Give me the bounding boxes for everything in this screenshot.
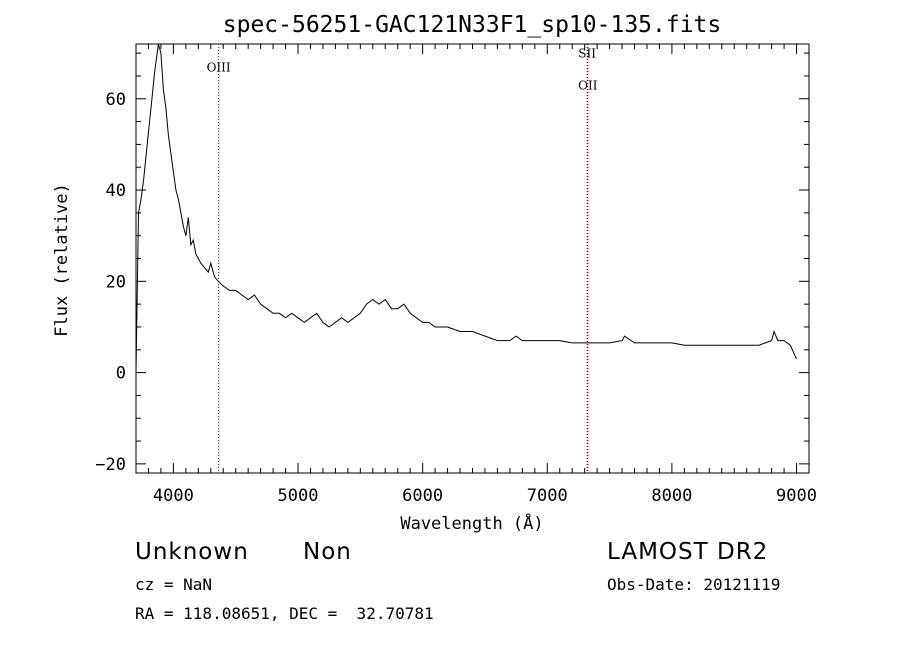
x-tick-label: 6000 xyxy=(402,486,443,506)
x-tick-label: 5000 xyxy=(278,486,319,506)
x-tick-label: 8000 xyxy=(651,486,692,506)
emission-line-markers: OIII OII SII xyxy=(207,44,598,473)
emission-line-label: OII xyxy=(578,79,598,93)
redshift-cz: cz = NaN xyxy=(135,575,213,594)
y-tick-label: 20 xyxy=(106,272,126,292)
axis-ticks: 4000 5000 6000 7000 8000 9000 −20 0 20 40 60 xyxy=(95,44,817,506)
object-class: Unknown xyxy=(135,539,249,565)
plot-frame xyxy=(135,43,810,474)
spectrum-series-line xyxy=(135,43,797,373)
y-tick-label: 40 xyxy=(106,181,126,201)
observation-date: Obs-Date: 20121119 xyxy=(607,575,781,594)
y-tick-label: 0 xyxy=(116,364,126,384)
x-tick-label: 7000 xyxy=(527,486,568,506)
emission-line-label: SII xyxy=(578,47,596,61)
y-axis-label: Flux (relative) xyxy=(52,183,72,337)
chart-title: spec-56251-GAC121N33F1_sp10-135.fits xyxy=(223,12,722,38)
survey-name: LAMOST DR2 xyxy=(607,539,769,565)
x-axis-label: Wavelength (Å) xyxy=(400,512,543,534)
emission-line-label: OIII xyxy=(207,60,231,74)
ra-dec-coordinates: RA = 118.08651, DEC = 32.70781 xyxy=(135,604,434,623)
x-tick-label: 4000 xyxy=(153,486,194,506)
y-tick-label: 60 xyxy=(106,90,126,110)
object-subclass: Non xyxy=(303,539,352,565)
x-tick-label: 9000 xyxy=(776,486,817,506)
y-tick-label: −20 xyxy=(95,455,126,475)
